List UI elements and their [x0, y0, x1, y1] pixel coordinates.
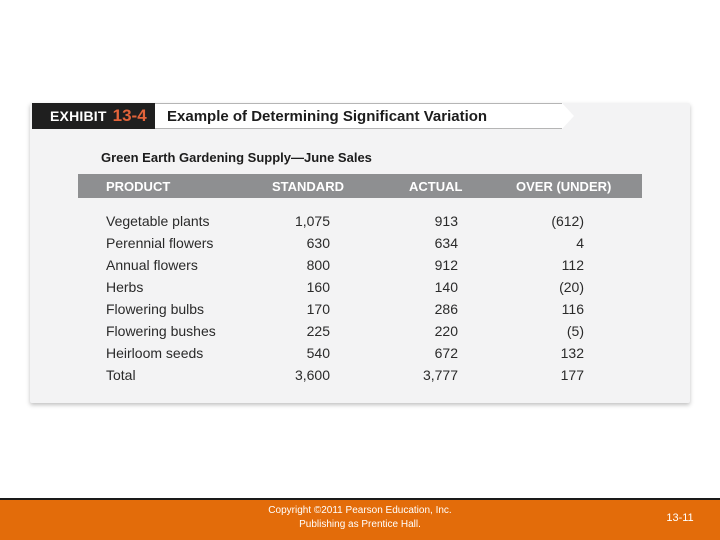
column-header-over-under: OVER (UNDER) — [516, 179, 612, 194]
cell-standard: 1,075 — [294, 213, 330, 229]
exhibit-label-box: EXHIBIT 13-4 — [32, 103, 155, 129]
cell-actual: 140 — [434, 279, 458, 295]
cell-standard: 540 — [306, 345, 330, 361]
cell-product: Flowering bulbs — [106, 301, 205, 317]
copyright-notice: Copyright ©2011 Pearson Education, Inc. … — [233, 504, 487, 532]
cell-over-under: 112 — [561, 257, 584, 273]
cell-over-under: 177 — [560, 367, 584, 383]
table-row: Annual flowers 800 912 112 — [30, 255, 690, 277]
cell-standard: 225 — [306, 323, 330, 339]
cell-actual: 912 — [434, 257, 458, 273]
exhibit-title-bar: Example of Determining Significant Varia… — [155, 103, 562, 129]
table-row-total: Total 3,600 3,777 177 — [30, 365, 690, 387]
cell-over-under: (612) — [551, 213, 584, 229]
cell-product: Perennial flowers — [106, 235, 214, 251]
cell-standard: 160 — [306, 279, 330, 295]
cell-over-under: (5) — [566, 323, 584, 339]
cell-standard: 3,600 — [294, 367, 330, 383]
cell-actual: 634 — [434, 235, 458, 251]
cell-product: Annual flowers — [106, 257, 198, 273]
table-row: Vegetable plants 1,075 913 (612) — [30, 211, 690, 233]
column-header-standard: STANDARD — [272, 179, 344, 194]
cell-over-under: (20) — [559, 279, 584, 295]
cell-actual: 672 — [434, 345, 458, 361]
copyright-line-2: Publishing as Prentice Hall. — [299, 519, 421, 530]
cell-over-under: 4 — [576, 235, 584, 251]
exhibit-title: Example of Determining Significant Varia… — [167, 107, 488, 125]
cell-actual: 220 — [434, 323, 458, 339]
copyright-line-1: Copyright ©2011 Pearson Education, Inc. — [268, 505, 452, 516]
table-row: Heirloom seeds 540 672 132 — [30, 343, 690, 365]
exhibit-panel: EXHIBIT 13-4 Example of Determining Sign… — [30, 103, 690, 403]
column-header-product: PRODUCT — [106, 179, 171, 194]
cell-over-under: 116 — [561, 301, 584, 317]
cell-actual: 286 — [434, 301, 458, 317]
slide-number: 13-11 — [666, 512, 694, 524]
cell-standard: 170 — [306, 301, 330, 317]
column-header-actual: ACTUAL — [409, 179, 463, 194]
table-row: Flowering bulbs 170 286 116 — [30, 299, 690, 321]
cell-actual: 3,777 — [422, 367, 458, 383]
cell-standard: 800 — [306, 257, 330, 273]
cell-product: Total — [106, 367, 136, 383]
exhibit-title-arrow-tip — [562, 103, 574, 129]
table-row: Perennial flowers 630 634 4 — [30, 233, 690, 255]
cell-over-under: 132 — [560, 345, 584, 361]
footer-bar: Copyright ©2011 Pearson Education, Inc. … — [0, 498, 720, 540]
table-row: Flowering bushes 225 220 (5) — [30, 321, 690, 343]
exhibit-word: EXHIBIT — [50, 108, 107, 124]
cell-product: Vegetable plants — [106, 213, 210, 229]
cell-product: Herbs — [106, 279, 144, 295]
table-header: PRODUCT STANDARD ACTUAL OVER (UNDER) — [78, 174, 642, 198]
table-row: Herbs 160 140 (20) — [30, 277, 690, 299]
cell-standard: 630 — [306, 235, 330, 251]
cell-product: Heirloom seeds — [106, 345, 204, 361]
exhibit-header: EXHIBIT 13-4 Example of Determining Sign… — [30, 103, 690, 129]
cell-product: Flowering bushes — [106, 323, 216, 339]
cell-actual: 913 — [434, 213, 458, 229]
table-subtitle: Green Earth Gardening Supply—June Sales — [101, 150, 372, 165]
exhibit-number: 13-4 — [112, 106, 147, 125]
